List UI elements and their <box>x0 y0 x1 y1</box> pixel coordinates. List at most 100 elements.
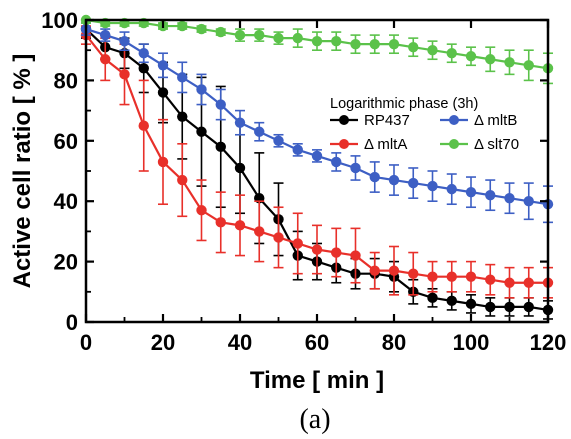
data-point <box>523 301 534 313</box>
legend-marker <box>339 115 349 125</box>
y-axis-label: Active cell ratio [ % ] <box>9 54 36 289</box>
legend-label: Δ mltB <box>474 112 517 129</box>
data-point <box>388 174 400 186</box>
data-point <box>331 35 342 47</box>
data-point <box>523 60 534 71</box>
data-point <box>446 183 457 195</box>
data-point <box>485 189 496 201</box>
data-point <box>427 271 438 282</box>
data-point <box>465 298 477 310</box>
data-point <box>215 99 226 110</box>
data-point <box>138 48 149 59</box>
data-point <box>446 48 457 59</box>
data-point <box>331 156 342 168</box>
legend-marker <box>449 139 459 149</box>
data-point <box>446 271 457 282</box>
data-point <box>138 120 149 131</box>
data-point <box>446 295 457 307</box>
data-point <box>292 238 303 249</box>
data-point <box>157 60 169 71</box>
legend-item: Δ slt70 <box>440 136 519 153</box>
legend-title: Logarithmic phase (3h) <box>330 96 478 112</box>
data-point <box>369 38 380 50</box>
legend-marker <box>449 115 459 125</box>
data-point <box>311 35 323 47</box>
data-point <box>196 23 207 35</box>
y-tick-label: 20 <box>54 250 78 275</box>
data-point <box>273 135 284 146</box>
data-point <box>215 26 226 38</box>
data-point <box>504 57 515 68</box>
data-point <box>177 174 188 186</box>
data-point <box>157 156 169 168</box>
y-tick-label: 40 <box>54 189 78 214</box>
data-point <box>292 32 303 44</box>
y-tick-label: 80 <box>54 68 78 93</box>
data-point <box>350 250 361 261</box>
data-point <box>485 54 496 65</box>
x-tick-label: 60 <box>305 330 329 355</box>
data-point <box>234 29 246 41</box>
legend-item: Δ mltA <box>330 136 407 153</box>
data-point <box>177 20 188 32</box>
data-point <box>215 217 226 228</box>
x-tick-label: 80 <box>382 330 406 355</box>
data-point <box>465 271 477 282</box>
data-point <box>408 177 419 189</box>
figure-caption: (a) <box>299 404 330 435</box>
data-point <box>427 292 438 304</box>
series-4 <box>80 14 554 85</box>
data-point <box>234 117 246 128</box>
y-tick-label: 100 <box>41 8 78 33</box>
data-point <box>350 162 361 174</box>
legend-label: Δ slt70 <box>474 136 519 153</box>
data-point <box>177 72 188 83</box>
data-point <box>331 247 342 258</box>
data-point <box>273 32 284 44</box>
data-point <box>427 180 438 192</box>
data-point <box>388 38 400 50</box>
plot-area <box>80 14 554 320</box>
x-tick-label: 100 <box>453 330 490 355</box>
data-point <box>427 45 438 56</box>
data-point <box>119 35 130 47</box>
x-tick-label: 20 <box>151 330 175 355</box>
data-point <box>311 244 323 255</box>
data-point <box>408 41 419 53</box>
data-point <box>215 141 226 153</box>
data-point <box>196 205 207 216</box>
data-point <box>234 162 246 174</box>
data-point <box>138 63 149 74</box>
legend: RP437 Δ mltB Δ mltA Δ slt70 <box>330 112 519 153</box>
data-point <box>100 29 111 41</box>
data-point <box>273 232 284 243</box>
data-point <box>388 265 400 276</box>
y-tick-label: 60 <box>54 129 78 154</box>
data-point <box>504 301 515 313</box>
data-point <box>369 265 380 276</box>
data-point <box>254 29 265 41</box>
data-point <box>292 144 303 156</box>
data-point <box>504 277 515 288</box>
data-point <box>157 87 169 98</box>
legend-label: Δ mltA <box>364 136 407 153</box>
data-point <box>350 38 361 50</box>
data-point <box>196 84 207 95</box>
data-point <box>408 268 419 279</box>
legend-marker <box>339 139 349 149</box>
data-point <box>523 196 534 207</box>
axes: 0 20 40 60 80 100 120 0 20 40 60 80 100 <box>41 8 566 355</box>
data-point <box>234 220 246 231</box>
data-point <box>465 51 477 62</box>
x-axis-label: Time [ min ] <box>250 367 384 394</box>
series-3 <box>80 22 554 224</box>
x-tick-label: 40 <box>228 330 252 355</box>
data-point <box>369 171 380 183</box>
data-point <box>523 277 534 288</box>
data-point <box>254 126 265 137</box>
data-point <box>177 111 188 122</box>
legend-item: RP437 <box>330 112 410 129</box>
data-point <box>504 192 515 204</box>
legend-item: Δ mltB <box>440 112 517 129</box>
